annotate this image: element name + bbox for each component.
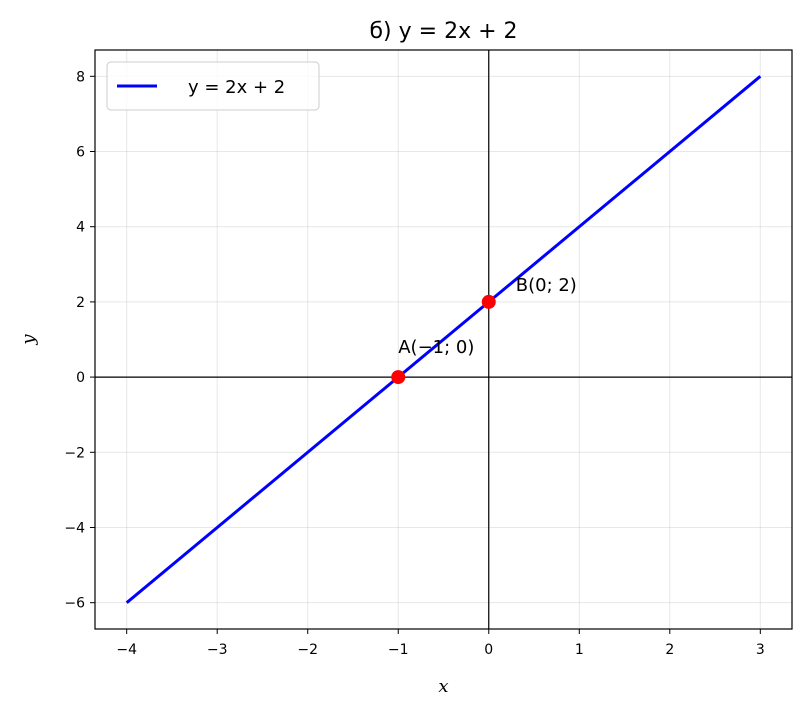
x-tick-label: −4	[116, 642, 137, 658]
x-tick-label: −2	[297, 642, 318, 658]
x-axis-label: x	[438, 676, 448, 697]
y-axis-label: y	[18, 334, 39, 346]
y-tick-label: −6	[64, 596, 85, 612]
x-tick-label: 1	[575, 642, 584, 658]
y-tick-label: 0	[76, 370, 85, 386]
legend-box	[106, 61, 320, 111]
chart-title: б) y = 2x + 2	[369, 19, 517, 44]
y-tick-label: 2	[76, 295, 85, 311]
y-tick-label: 4	[76, 220, 85, 236]
y-tick-label: −2	[64, 445, 85, 461]
x-tick-label: 3	[756, 642, 765, 658]
y-tick-label: 6	[76, 145, 85, 161]
x-tick-label: 2	[665, 642, 674, 658]
point-label: B(0; 2)	[516, 275, 577, 296]
data-point	[481, 294, 496, 309]
data-point	[391, 370, 406, 385]
x-tick-label: −1	[388, 642, 409, 658]
series-line	[125, 75, 762, 604]
y-tick-label: 8	[76, 69, 85, 85]
y-tick-label: −4	[64, 520, 85, 536]
point-label: A(−1; 0)	[398, 337, 474, 358]
x-tick-label: −3	[207, 642, 228, 658]
axes-frame	[94, 49, 793, 630]
x-tick-label: 0	[484, 642, 493, 658]
legend-label: y = 2x + 2	[188, 77, 285, 98]
